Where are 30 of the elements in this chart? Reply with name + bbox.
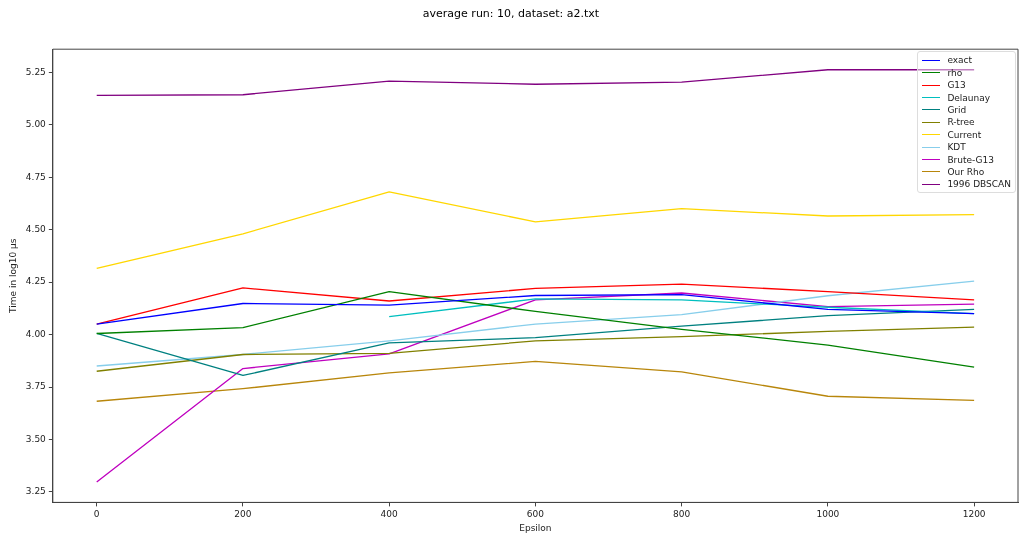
x-axis-title: Epsilon — [519, 522, 552, 533]
y-tick-label: 4.50 — [25, 223, 47, 234]
legend-label: Our Rho — [947, 166, 985, 177]
x-tick-label: 400 — [380, 509, 399, 520]
y-tick-label: 4.75 — [25, 171, 46, 182]
y-tick-label: 4.25 — [25, 276, 46, 287]
legend-label: Current — [947, 129, 982, 140]
legend-label: exact — [947, 55, 973, 66]
y-tick-label: 5.25 — [25, 66, 46, 77]
x-tick-label: 600 — [526, 509, 545, 520]
x-tick-label: 0 — [93, 509, 100, 520]
legend-label: Brute-G13 — [947, 154, 995, 165]
chart-title: average run: 10, dataset: a2.txt — [422, 7, 600, 21]
x-tick-label: 200 — [234, 509, 252, 520]
legend-label: G13 — [947, 80, 966, 91]
legend-label: Delaunay — [947, 92, 991, 103]
y-tick-label: 3.75 — [25, 381, 46, 392]
y-tick-label: 3.25 — [25, 486, 46, 497]
y-axis-title: Time in log10 µs — [7, 238, 18, 314]
x-tick-label: 1000 — [816, 509, 840, 520]
y-tick-label: 4.00 — [25, 328, 47, 339]
y-tick-label: 3.50 — [25, 433, 47, 444]
x-tick-label: 1200 — [962, 509, 986, 520]
legend-label: R-tree — [947, 117, 975, 128]
y-tick-label: 5.00 — [25, 119, 47, 130]
legend-label: Grid — [947, 104, 967, 115]
x-tick-label: 800 — [673, 509, 691, 520]
legend-label: 1996 DBSCAN — [947, 179, 1011, 190]
legend-label: rho — [947, 67, 963, 78]
legend-label: KDT — [947, 142, 966, 153]
